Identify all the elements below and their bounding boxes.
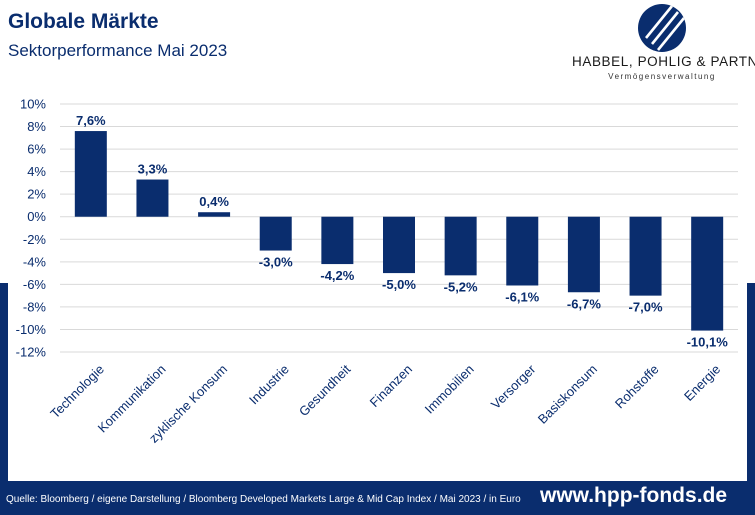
y-tick-label: 8%: [27, 119, 46, 134]
bar-chart: 10% 8% 6% 4% 2% 0% -2% -4% -6% -8% -10% -12% 7,6% Tec…: [16, 97, 738, 446]
bar-immobilien: [444, 216, 477, 276]
footer-url[interactable]: www.hpp-fonds.de: [540, 484, 728, 507]
y-tick-label: 4%: [27, 164, 46, 179]
data-label: -3,0%: [259, 255, 293, 270]
data-label: -6,1%: [505, 289, 539, 304]
data-label: -7,0%: [629, 300, 663, 315]
data-label: 3,3%: [138, 162, 168, 177]
bar-finanzen: [383, 216, 415, 274]
chart-area: 10% 8% 6% 4% 2% 0% -2% -4% -6% -8% -10% -12% 7,6% Tec…: [8, 90, 747, 481]
logo-name: HABBEL, POHLIG & PARTNER: [572, 54, 755, 69]
x-tick-label: Versorger: [488, 361, 539, 412]
footer-source: Quelle: Bloomberg / eigene Darstellung /…: [6, 494, 521, 505]
x-tick-label: Immobilien: [422, 362, 477, 417]
y-tick-label: 2%: [27, 187, 46, 202]
data-label: -10,1%: [687, 335, 729, 350]
footer-band: [0, 481, 755, 515]
company-logo: HABBEL, POHLIG & PARTNER Vermögensverwal…: [572, 2, 755, 87]
data-label: -4,2%: [320, 268, 354, 283]
frame-left: [0, 283, 8, 515]
page-title: Globale Märkte: [8, 10, 159, 33]
data-label: 7,6%: [76, 113, 106, 128]
y-tick-label: 10%: [20, 97, 46, 112]
data-label: -5,0%: [382, 277, 416, 292]
bar-rohstoffe: [629, 216, 662, 296]
page-subtitle: Sektorperformance Mai 2023: [8, 41, 228, 60]
x-tick-label: Gesundheit: [296, 361, 354, 419]
bar-gesundheit: [321, 216, 354, 265]
logo-emblem-icon: [638, 4, 686, 52]
y-tick-label: -4%: [23, 254, 47, 269]
bar-energie: [691, 216, 724, 331]
x-tick-label: Basiskonsum: [535, 362, 600, 427]
x-tick-label: Energie: [681, 362, 723, 404]
y-tick-label: 0%: [27, 209, 46, 224]
x-tick-label: Industrie: [246, 362, 292, 408]
data-label: -5,2%: [444, 279, 478, 294]
y-tick-label: 6%: [27, 142, 46, 157]
x-tick-label: Technologie: [47, 362, 107, 422]
bar-kommunikation: [136, 179, 169, 217]
data-label: -6,7%: [567, 296, 601, 311]
bar-technologie: [74, 131, 107, 217]
bar-industrie: [259, 216, 292, 251]
y-tick-label: -8%: [23, 299, 47, 314]
bar-basiskonsum: [567, 216, 600, 293]
y-tick-label: -2%: [23, 232, 47, 247]
x-tick-label: Rohstoffe: [612, 362, 662, 412]
y-tick-label: -10%: [16, 322, 47, 337]
y-tick-label: -12%: [16, 345, 47, 360]
data-label: 0,4%: [199, 194, 229, 209]
y-tick-label: -6%: [23, 277, 47, 292]
x-tick-label: Finanzen: [367, 362, 415, 410]
frame-right: [747, 283, 755, 515]
bar-zyklische-konsum: [198, 212, 231, 217]
bar-versorger: [506, 216, 539, 286]
logo-tagline: Vermögensverwaltung: [608, 72, 716, 81]
